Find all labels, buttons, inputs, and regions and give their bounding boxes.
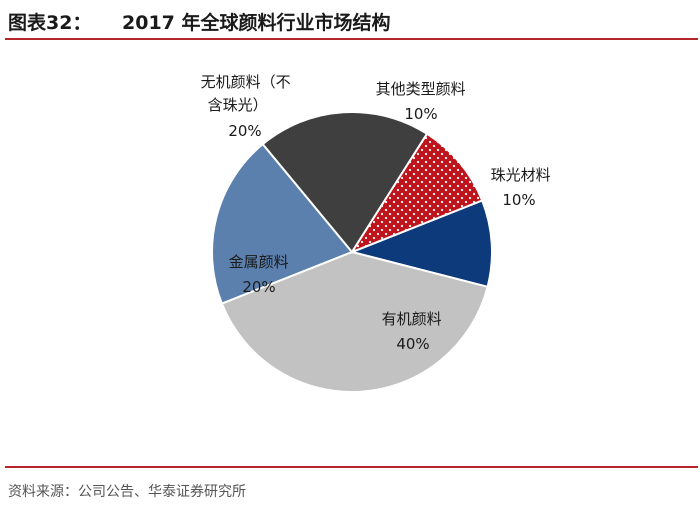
figure-label: 图表32：: [8, 12, 92, 34]
pie-slice-pearl: [348, 199, 493, 289]
figure-header: 图表32： 2017 年全球颜料行业市场结构: [0, 0, 700, 40]
pie-slice-organic: [220, 250, 489, 393]
pie-slice-metal: [211, 142, 354, 305]
header-divider: [5, 38, 698, 40]
slice-name-metal: 金属颜料: [229, 253, 289, 271]
slice-value-pearl: 10%: [502, 191, 535, 209]
pie-slices: [211, 111, 493, 393]
slice-name-inorganic-line2: 含珠光）: [208, 96, 268, 114]
slice-value-other: 10%: [404, 105, 437, 123]
slice-value-organic: 40%: [396, 335, 429, 353]
pie-labels: 珠光材料 10% 有机颜料 40% 金属颜料 20% 无机颜料（不 含珠光） 2…: [201, 73, 556, 353]
slice-name-organic: 有机颜料: [382, 310, 442, 328]
slice-name-other: 其他类型颜料: [376, 80, 466, 98]
slice-value-inorganic: 20%: [228, 122, 261, 140]
source-note: 资料来源：公司公告、华泰证券研究所: [8, 484, 246, 500]
pie-chart: 珠光材料 10% 有机颜料 40% 金属颜料 20% 无机颜料（不 含珠光） 2…: [201, 73, 556, 393]
slice-label-metal: 金属颜料 20%: [229, 253, 294, 296]
slice-label-pearl: 珠光材料 10%: [491, 166, 556, 209]
slice-value-metal: 20%: [242, 278, 275, 296]
chart-title: 2017 年全球颜料行业市场结构: [122, 12, 391, 34]
footer-divider: [5, 466, 698, 468]
pie-slice-other: [349, 132, 484, 255]
slice-label-inorganic: 无机颜料（不 含珠光） 20%: [201, 73, 296, 140]
pie-slice-inorganic: [261, 111, 429, 254]
slice-label-organic: 有机颜料 40%: [382, 310, 447, 353]
slice-name-pearl: 珠光材料: [491, 166, 551, 184]
slice-name-inorganic-line1: 无机颜料（不: [201, 73, 291, 91]
slice-label-other: 其他类型颜料 10%: [376, 80, 471, 123]
